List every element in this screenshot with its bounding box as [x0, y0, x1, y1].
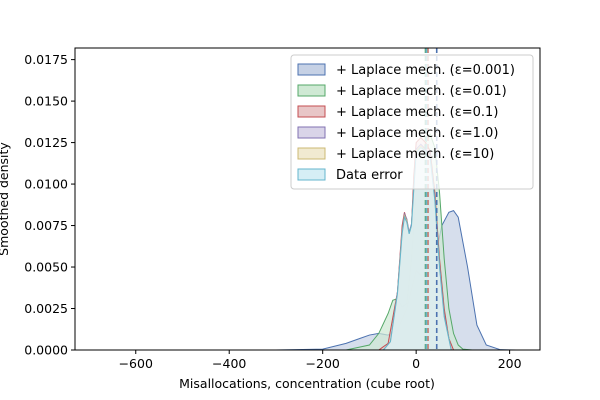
- y-tick-label: 0.0000: [24, 343, 68, 358]
- legend-label-2: + Laplace mech. (ε=0.01): [336, 84, 507, 99]
- y-tick-label: 0.0075: [24, 218, 68, 233]
- x-tick-label: −600: [119, 356, 153, 371]
- y-axis: 0.0000 0.0025 0.0050 0.0075 0.0100 0.0125 0.01…: [24, 52, 75, 358]
- y-tick-label: 0.0025: [24, 301, 68, 316]
- legend-swatch-5: [297, 147, 326, 160]
- legend-label-1: + Laplace mech. (ε=0.001): [336, 63, 515, 78]
- legend-label-3: + Laplace mech. (ε=0.1): [336, 105, 498, 120]
- x-tick-label: 0: [412, 356, 420, 371]
- legend-box: [290, 54, 534, 190]
- legend-swatch-2: [297, 84, 326, 97]
- x-tick-label: −200: [306, 356, 340, 371]
- x-axis: −600 −400 −200 0 200: [119, 350, 522, 371]
- plot-frame: [74, 47, 541, 351]
- y-tick-label: 0.0150: [24, 94, 68, 109]
- y-tick-label: 0.0125: [24, 135, 68, 150]
- y-tick-label: 0.0175: [24, 52, 68, 67]
- legend-label-6: Data error: [336, 168, 403, 183]
- x-tick-label: 200: [498, 356, 522, 371]
- legend-swatch-6: [297, 168, 326, 181]
- series-area-1: [98, 210, 517, 350]
- legend: + Laplace mech. (ε=0.001) + Laplace mech.…: [290, 54, 534, 190]
- legend-label-4: + Laplace mech. (ε=1.0): [336, 126, 498, 141]
- y-tick-label: 0.0100: [24, 177, 68, 192]
- legend-label-5: + Laplace mech. (ε=10): [336, 147, 494, 162]
- x-tick-label: −400: [212, 356, 246, 371]
- x-axis-label: Misallocations, concentration (cube root…: [179, 376, 435, 391]
- y-tick-label: 0.0050: [24, 260, 68, 275]
- legend-swatch-1: [297, 63, 326, 76]
- y-axis-label: Smoothed density: [0, 142, 11, 256]
- legend-swatch-3: [297, 105, 326, 118]
- legend-swatch-4: [297, 126, 326, 139]
